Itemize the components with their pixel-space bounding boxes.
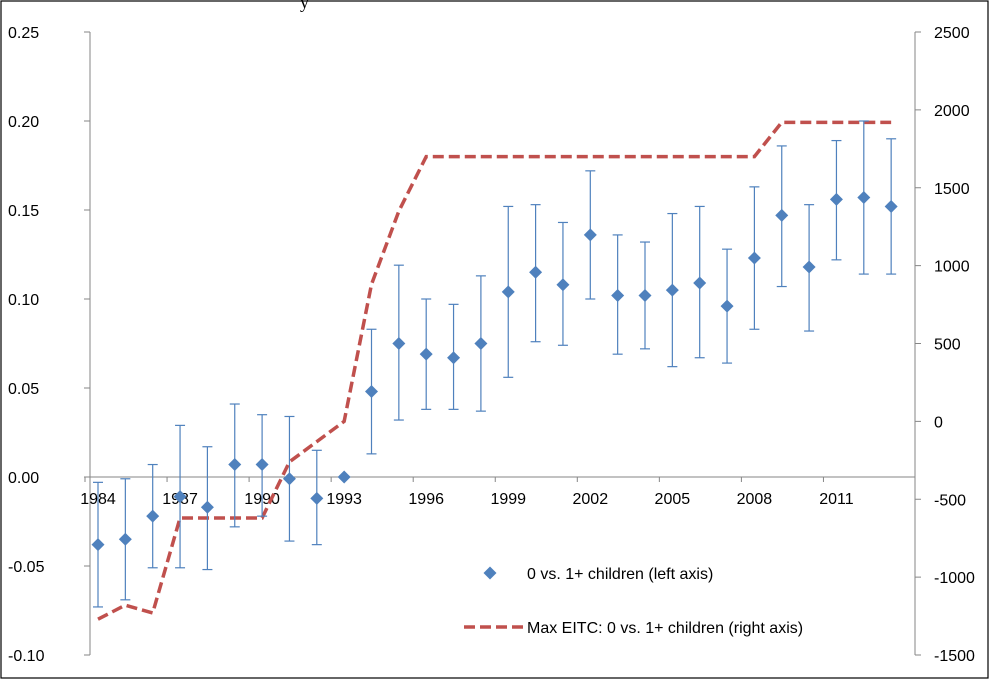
data-point — [501, 285, 515, 299]
data-point — [200, 500, 214, 514]
right-axis-tick-label: -500 — [934, 492, 966, 509]
x-axis-tick-label: 1993 — [326, 491, 362, 508]
x-axis-tick-label: 2011 — [819, 491, 854, 508]
left-axis-tick-label: 0.20 — [8, 114, 39, 131]
legend-label-series-2: Max EITC: 0 vs. 1+ children (right axis) — [527, 620, 803, 637]
data-point — [146, 509, 160, 523]
data-point — [392, 337, 406, 350]
data-point — [365, 385, 378, 399]
data-point — [419, 347, 433, 361]
left-axis-tick-label: 0.15 — [8, 203, 39, 220]
right-axis-tick-label: 500 — [934, 337, 961, 354]
data-point — [802, 260, 816, 274]
data-point — [447, 351, 461, 365]
data-point — [583, 228, 597, 242]
data-point — [228, 458, 242, 472]
left-axis-tick-label: -0.05 — [8, 559, 45, 576]
data-point — [173, 490, 187, 504]
x-axis-tick-label: 2005 — [655, 491, 691, 508]
right-axis-tick-label: 2000 — [934, 103, 970, 120]
data-point — [611, 288, 625, 302]
max-eitc-line — [97, 120, 892, 621]
x-axis-tick-label: 1996 — [408, 491, 444, 508]
x-axis-tick-label: 2008 — [737, 491, 773, 508]
data-point — [747, 251, 761, 265]
data-point — [282, 472, 296, 486]
data-point — [638, 288, 652, 302]
left-axis-tick-label: 0.25 — [8, 25, 39, 42]
data-point — [474, 337, 488, 350]
data-point — [775, 208, 789, 222]
data-point — [720, 299, 734, 313]
right-axis-tick-label: 2500 — [934, 25, 970, 42]
legend-marker-diamond — [483, 566, 497, 580]
right-axis-tick-label: 0 — [934, 414, 943, 431]
left-axis-tick-label: 0.00 — [8, 470, 39, 487]
data-point — [91, 538, 105, 552]
x-axis-tick-label: 1999 — [490, 491, 526, 508]
data-point — [665, 283, 679, 297]
data-point — [829, 192, 843, 206]
right-axis-tick-label: -1000 — [934, 570, 975, 587]
right-axis-tick-label: -1500 — [934, 648, 975, 665]
right-axis-tick-label: 1000 — [934, 259, 970, 276]
chart-title-fragment: y — [300, 0, 309, 12]
data-point — [118, 532, 132, 546]
left-axis-tick-label: 0.10 — [8, 292, 39, 309]
data-point — [337, 470, 351, 484]
left-axis-tick-label: 0.05 — [8, 381, 39, 398]
x-axis-tick-label: 2002 — [573, 491, 609, 508]
data-point — [556, 278, 570, 292]
data-point — [884, 199, 898, 213]
data-point — [529, 265, 543, 279]
data-point — [310, 491, 324, 505]
data-point — [857, 191, 871, 205]
legend-label-series-1: 0 vs. 1+ children (left axis) — [527, 566, 713, 583]
data-point — [693, 276, 707, 290]
left-axis-tick-label: -0.10 — [8, 648, 45, 665]
data-point — [255, 458, 269, 472]
right-axis-tick-label: 1500 — [934, 181, 970, 198]
